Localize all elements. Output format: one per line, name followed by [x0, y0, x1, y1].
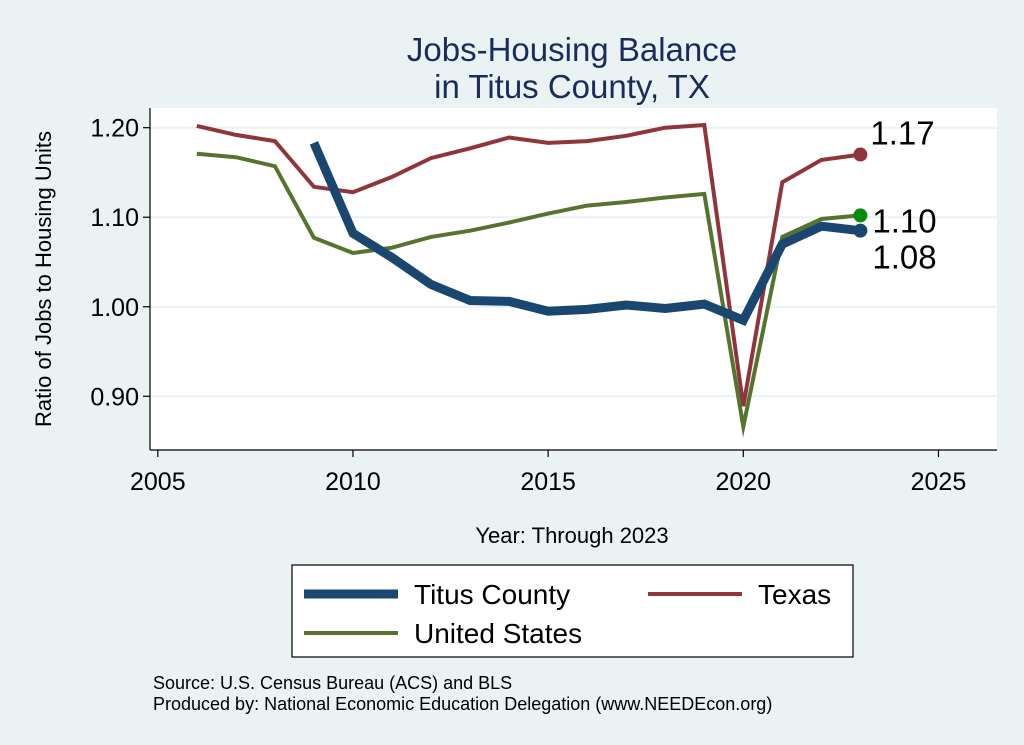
legend-label-texas: Texas — [758, 579, 831, 610]
series-line-united-states — [196, 151, 861, 438]
legend-label-titus-county: Titus County — [414, 579, 570, 610]
series-line-texas — [196, 122, 861, 407]
legend-item-texas: Texas — [648, 579, 831, 610]
x-tick-label: 2005 — [130, 468, 186, 496]
x-tick-label: 2010 — [325, 468, 381, 496]
end-marker-titus-county — [853, 223, 868, 238]
x-ticks: 2005 2010 2015 2020 2025 — [130, 450, 966, 496]
end-marker-texas — [853, 147, 868, 162]
plot-area — [150, 108, 997, 450]
end-label-titus-county: 1.08 — [872, 239, 936, 276]
chart-title-line-1: Jobs-Housing Balance — [407, 31, 737, 68]
chart-title-line-2: in Titus County, TX — [434, 68, 710, 105]
end-label-united-states: 1.10 — [872, 202, 936, 239]
series-line-titus-county — [309, 141, 861, 326]
end-label-texas: 1.17 — [870, 115, 934, 152]
legend-item-titus-county: Titus County — [304, 579, 570, 610]
x-tick-label: 2025 — [911, 468, 967, 496]
legend-box — [291, 564, 854, 658]
y-ticks: 0.90 1.00 1.10 1.20 — [90, 115, 150, 411]
source-note: Source: U.S. Census Bureau (ACS) and BLS — [153, 673, 512, 693]
produced-by-note: Produced by: National Economic Education… — [153, 694, 772, 714]
y-tick-label: 1.10 — [90, 204, 139, 232]
legend-item-united-states: United States — [304, 618, 582, 649]
y-axis-title: Ratio of Jobs to Housing Units — [31, 131, 56, 427]
legend-label-united-states: United States — [414, 618, 582, 649]
series-lines — [196, 122, 861, 438]
y-tick-label: 1.00 — [90, 294, 139, 322]
end-labels: 1.08 1.17 1.10 — [853, 115, 937, 276]
y-tick-label: 0.90 — [90, 383, 139, 411]
end-marker-united-states — [853, 208, 868, 223]
y-tick-label: 1.20 — [90, 115, 139, 143]
x-tick-label: 2015 — [520, 468, 576, 496]
x-tick-label: 2020 — [715, 468, 771, 496]
x-axis-title: Year: Through 2023 — [475, 523, 668, 548]
